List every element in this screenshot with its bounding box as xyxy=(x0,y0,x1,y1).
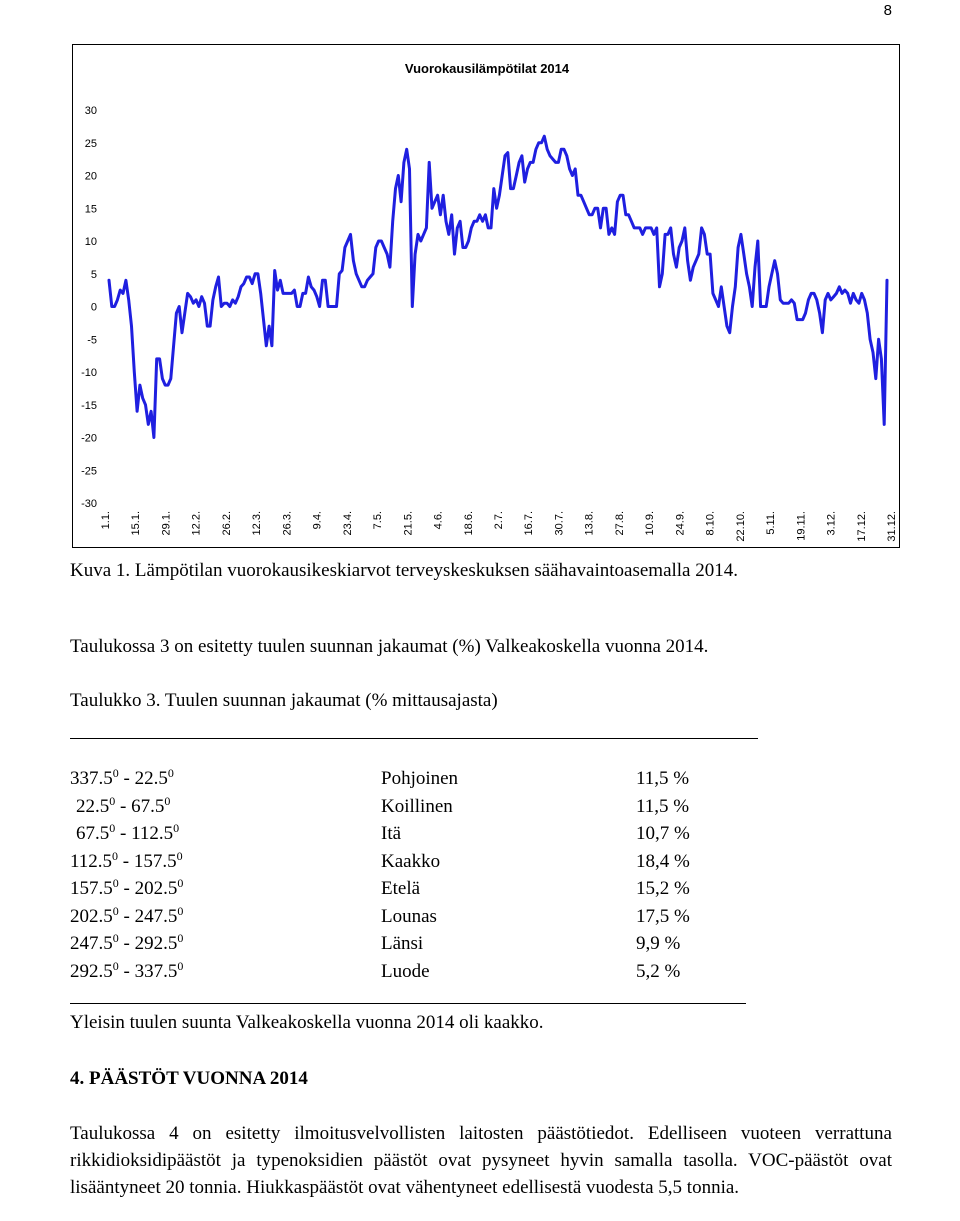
angle-range: 337.50 - 22.50 xyxy=(70,766,174,789)
direction-name: Länsi xyxy=(381,933,424,954)
direction-share: 5,2 % xyxy=(636,960,681,982)
y-tick-label: -10 xyxy=(81,367,97,379)
table-title: Taulukko 3. Tuulen suunnan jakaumat (% m… xyxy=(70,690,498,711)
y-tick-label: 20 xyxy=(85,171,97,183)
table-row: 67.50 - 112.50 Itä 10,7 % xyxy=(70,821,770,849)
x-tick-label: 23.4. xyxy=(342,511,354,535)
chart-canvas: Vuorokausilämpötilat 2014 30 25 20 15 10 5 0 -5 -… xyxy=(81,61,898,542)
temperature-line xyxy=(107,134,889,439)
y-tick-label: -20 xyxy=(81,433,97,445)
x-tick-label: 27.8. xyxy=(614,511,626,535)
angle-range: 157.50 - 202.50 xyxy=(70,876,184,899)
page-number: 8 xyxy=(883,2,892,19)
x-tick-label: 21.5. xyxy=(402,511,414,535)
table-row: 112.50 - 157.50 Kaakko 18,4 % xyxy=(70,848,770,877)
table-bottom-rule xyxy=(70,1003,746,1004)
temperature-chart: Vuorokausilämpötilat 2014 30 25 20 15 10 5 0 -5 -… xyxy=(72,44,900,548)
direction-name: Pohjoinen xyxy=(381,768,459,789)
table-row: 22.50 - 67.50 Koillinen 11,5 % xyxy=(70,793,770,822)
x-tick-label: 15.1. xyxy=(130,511,142,535)
x-tick-label: 12.3. xyxy=(251,511,263,535)
direction-share: 9,9 % xyxy=(636,933,681,954)
y-tick-label: 5 xyxy=(91,269,97,281)
x-tick-label: 22.10. xyxy=(735,511,747,542)
x-tick-label: 1.1. xyxy=(100,511,112,529)
direction-name: Luode xyxy=(381,960,430,982)
x-tick-label: 17.12. xyxy=(856,511,868,542)
section-heading: 4. PÄÄSTÖT VUONNA 2014 xyxy=(70,1068,308,1089)
x-tick-label: 19.11. xyxy=(795,511,807,541)
table-row: 202.50 - 247.50 Lounas 17,5 % xyxy=(70,903,770,932)
direction-name: Itä xyxy=(381,823,402,844)
angle-range: 112.50 - 157.50 xyxy=(70,848,183,872)
x-tick-label: 13.8. xyxy=(584,511,596,535)
table-note: Yleisin tuulen suunta Valkeakoskella vuo… xyxy=(70,1012,544,1033)
angle-range: 202.50 - 247.50 xyxy=(70,903,184,927)
body-paragraph: Taulukossa 4 on esitetty ilmoitusvelvoll… xyxy=(70,1123,892,1198)
x-tick-label: 9.4. xyxy=(312,511,324,529)
x-tick-label: 10.9. xyxy=(644,511,656,535)
x-tick-label: 29.1. xyxy=(160,511,172,535)
direction-name: Koillinen xyxy=(381,795,453,817)
x-tick-label: 16.7. xyxy=(523,511,535,535)
y-tick-label: -15 xyxy=(81,400,97,412)
direction-name: Etelä xyxy=(381,878,421,899)
direction-share: 18,4 % xyxy=(636,850,690,872)
y-tick-label: -30 xyxy=(81,498,97,510)
x-tick-label: 7.5. xyxy=(372,511,384,529)
direction-share: 15,2 % xyxy=(636,878,690,899)
direction-share: 11,5 % xyxy=(636,795,690,817)
x-tick-label: 12.2. xyxy=(191,511,203,535)
x-tick-label: 4.6. xyxy=(433,511,445,529)
direction-share: 10,7 % xyxy=(636,823,690,844)
x-tick-label: 3.12. xyxy=(826,511,838,535)
angle-range: 22.50 - 67.50 xyxy=(76,793,171,817)
y-tick-label: 30 xyxy=(85,105,97,117)
x-tick-label: 24.9. xyxy=(674,511,686,535)
y-tick-label: 25 xyxy=(85,138,97,150)
angle-range: 67.50 - 112.50 xyxy=(76,821,180,844)
table-row: 292.50 - 337.50 Luode 5,2 % xyxy=(70,958,770,987)
x-tick-label: 26.2. xyxy=(221,511,233,535)
table-top-rule xyxy=(70,738,758,739)
table-row: 247.50 - 292.50 Länsi 9,9 % xyxy=(70,931,770,959)
angle-range: 247.50 - 292.50 xyxy=(70,931,184,954)
direction-share: 17,5 % xyxy=(636,905,690,927)
direction-name: Kaakko xyxy=(381,850,441,872)
y-tick-label: -25 xyxy=(81,465,97,477)
x-tick-label: 18.6. xyxy=(463,511,475,535)
y-tick-label: -5 xyxy=(87,334,97,346)
y-tick-label: 10 xyxy=(85,236,97,248)
chart-title: Vuorokausilämpötilat 2014 xyxy=(405,61,570,76)
direction-name: Lounas xyxy=(381,905,437,927)
x-tick-label: 31.12. xyxy=(886,511,898,542)
x-tick-label: 30.7. xyxy=(553,511,565,535)
direction-share: 11,5 % xyxy=(636,768,690,789)
x-tick-label: 26.3. xyxy=(281,511,293,535)
y-tick-label: 15 xyxy=(85,203,97,215)
intro-paragraph: Taulukossa 3 on esitetty tuulen suunnan … xyxy=(70,636,709,657)
x-tick-label: 2.7. xyxy=(493,511,505,529)
table-row: 157.50 - 202.50 Etelä 15,2 % xyxy=(70,876,770,904)
angle-range: 292.50 - 337.50 xyxy=(70,958,184,982)
x-tick-label: 5.11. xyxy=(765,511,777,535)
y-tick-label: 0 xyxy=(91,302,97,314)
x-tick-label: 8.10. xyxy=(705,511,717,535)
figure-caption: Kuva 1. Lämpötilan vuorokausikeskiarvot … xyxy=(70,560,738,581)
table-row: 337.50 - 22.50 Pohjoinen 11,5 % xyxy=(70,766,770,794)
